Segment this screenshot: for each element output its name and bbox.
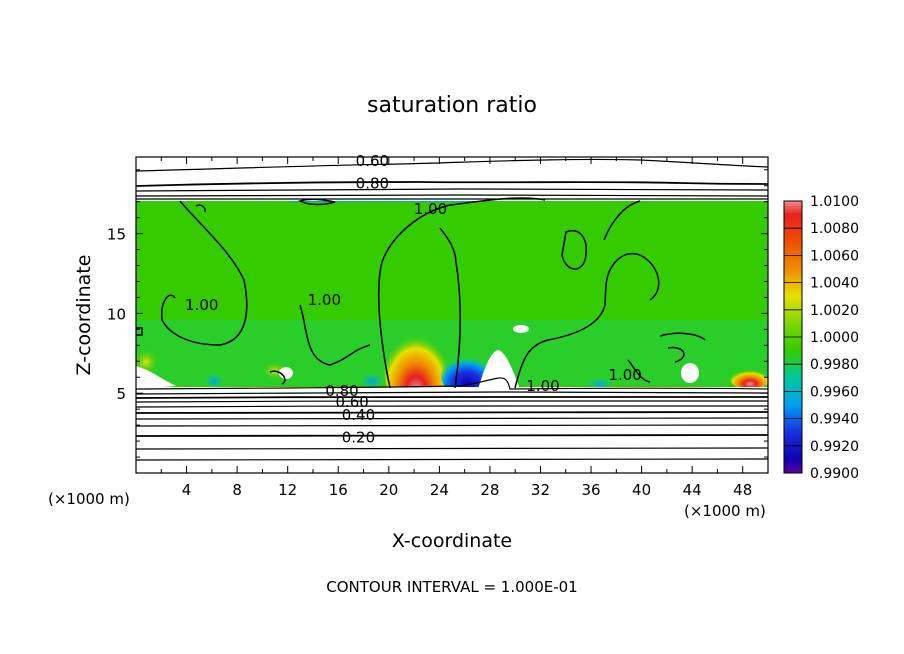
colorbar-label: 0.9940 (810, 412, 859, 428)
contour-label: 0.80 (325, 382, 358, 400)
colorbar: 1.0100 1.0080 1.0060 1.0040 1.0020 1.0000 0.99… (783, 194, 859, 482)
contour-label: 0.80 (356, 175, 389, 193)
colorbar-label: 0.9900 (810, 466, 859, 482)
colorbar-label: 1.0100 (810, 194, 859, 210)
contour-label: 1.00 (414, 200, 447, 218)
x-axis: 4 8 12 16 20 24 28 32 36 40 44 48 (160, 157, 752, 499)
cold-spot-mid (360, 373, 384, 389)
contour-labels: 0.600.801.001.001.001.001.000.800.600.40… (185, 152, 642, 446)
z-unit-label: (×1000 m) (48, 490, 130, 508)
colorbar-labels: 1.0100 1.0080 1.0060 1.0040 1.0020 1.0000 0.99… (784, 194, 859, 482)
x-axis-title: X-coordinate (392, 530, 512, 552)
contour-label: 1.00 (608, 366, 641, 384)
colorbar-label: 0.9960 (810, 384, 859, 400)
contour-label: 0.40 (342, 406, 375, 424)
y-axis-title: Z-coordinate (73, 255, 95, 376)
colorbar-label: 1.0080 (810, 221, 859, 237)
colorbar-label: 1.0000 (810, 330, 859, 346)
x-tick-label: 24 (430, 481, 449, 499)
contour-label: 1.00 (185, 296, 218, 314)
x-tick-label: 44 (683, 481, 702, 499)
upper-contours (136, 158, 768, 200)
y-tick-label: 10 (107, 305, 126, 323)
x-tick-label: 48 (733, 481, 752, 499)
cold-spot-left (204, 373, 224, 389)
contour-label: 1.00 (526, 377, 559, 395)
contour-interval-note: CONTOUR INTERVAL = 1.000E-01 (326, 578, 577, 596)
x-tick-label: 28 (480, 481, 499, 499)
colorbar-label: 0.9920 (810, 439, 859, 455)
x-tick-label: 16 (329, 481, 348, 499)
contour-label: 0.60 (335, 393, 368, 411)
saturation-contours (136, 197, 706, 389)
dry-pocket-28 (478, 350, 520, 389)
x-tick-label: 8 (232, 481, 242, 499)
warm-spot-right (730, 366, 768, 390)
plot-frame (135, 156, 769, 474)
x-tick-label: 32 (531, 481, 550, 499)
colorbar-label: 1.0040 (810, 276, 859, 292)
chart-title: saturation ratio (367, 93, 537, 118)
y-tick-label: 5 (116, 385, 126, 403)
x-tick-label: 40 (632, 481, 651, 499)
x-tick-label: 36 (581, 481, 600, 499)
dry-pocket-c (279, 367, 293, 379)
plot-area (136, 157, 768, 473)
y-axis: 5 10 15 (107, 169, 768, 458)
x-tick-label: 4 (182, 481, 192, 499)
lower-contours (136, 377, 768, 461)
contour-label: 1.00 (308, 291, 341, 309)
contour-label: 0.60 (356, 152, 389, 170)
x-tick-label: 20 (379, 481, 398, 499)
colorbar-label: 0.9980 (810, 357, 859, 373)
x-tick-label: 12 (278, 481, 297, 499)
y-tick-label: 15 (107, 226, 126, 244)
colorbar-label: 1.0020 (810, 303, 859, 319)
dry-pocket-b (681, 363, 699, 383)
upper-dry-region (136, 157, 768, 201)
dry-pocket-a (513, 325, 529, 333)
contour-label: 0.20 (342, 428, 375, 446)
x-unit-label: (×1000 m) (684, 502, 766, 520)
dry-base-left (136, 366, 176, 389)
colorbar-label: 1.0060 (810, 248, 859, 264)
